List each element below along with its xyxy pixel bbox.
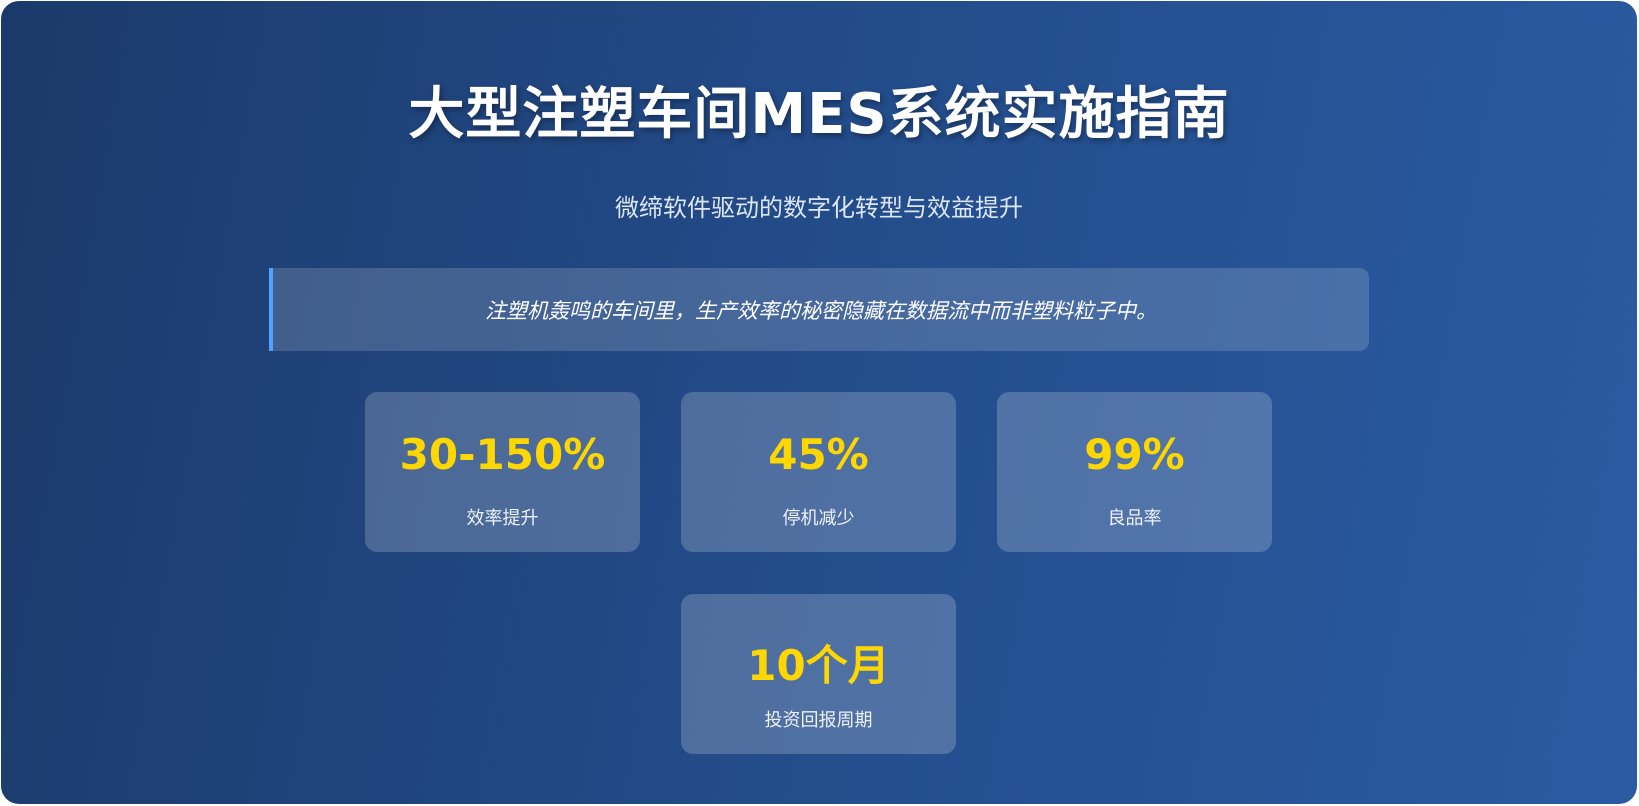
stat-label: 停机减少 — [782, 508, 855, 529]
stat-label: 投资回报周期 — [764, 710, 873, 731]
stat-value: 10个月 — [747, 641, 890, 690]
stat-card-yield: 99% 良品率 — [997, 392, 1272, 552]
page-subtitle: 微缔软件驱动的数字化转型与效益提升 — [615, 194, 1023, 222]
stat-card-downtime: 45% 停机减少 — [681, 392, 956, 552]
quote-text: 注塑机轰鸣的车间里，生产效率的秘密隐藏在数据流中而非塑料粒子中。 — [485, 298, 1157, 323]
stat-value: 30-150% — [399, 430, 606, 479]
stat-card-efficiency: 30-150% 效率提升 — [365, 392, 640, 552]
stat-value: 99% — [1084, 430, 1185, 479]
stat-label: 良品率 — [1107, 508, 1162, 529]
stat-value: 45% — [768, 430, 869, 479]
page-title: 大型注塑车间MES系统实施指南 — [408, 82, 1230, 147]
stat-card-roi: 10个月 投资回报周期 — [681, 594, 956, 754]
quote-block: 注塑机轰鸣的车间里，生产效率的秘密隐藏在数据流中而非塑料粒子中。 — [269, 268, 1369, 351]
stat-label: 效率提升 — [466, 508, 539, 529]
